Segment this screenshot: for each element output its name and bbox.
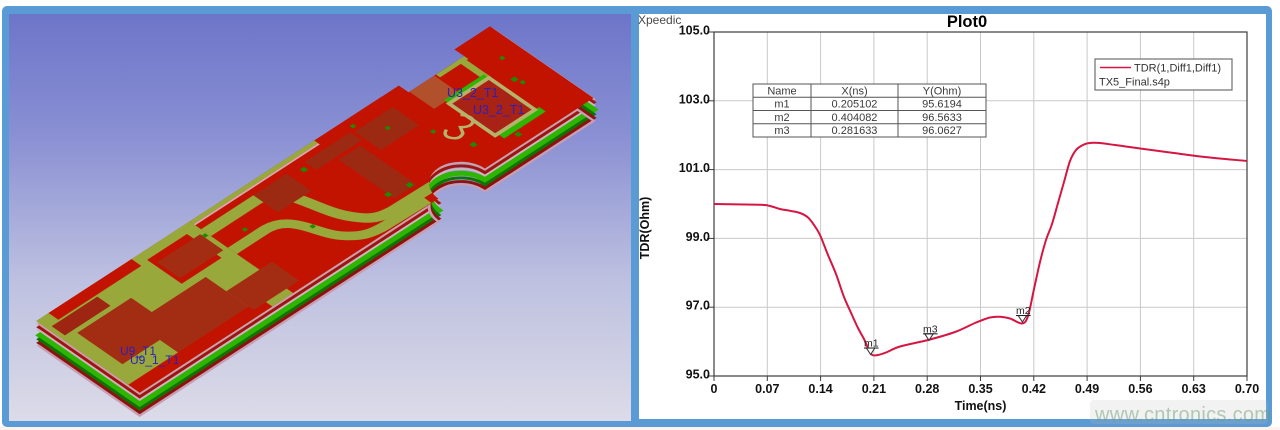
svg-text:0.07: 0.07	[755, 382, 779, 396]
svg-text:0.42: 0.42	[1022, 382, 1046, 396]
svg-text:0.70: 0.70	[1235, 382, 1259, 396]
svg-text:95.6194: 95.6194	[922, 99, 962, 111]
svg-text:Name: Name	[767, 85, 796, 97]
svg-text:0.35: 0.35	[968, 382, 992, 396]
svg-text:m1: m1	[774, 99, 789, 111]
svg-text:m1: m1	[864, 338, 879, 350]
svg-text:TDR(Ohm): TDR(Ohm)	[638, 197, 652, 260]
svg-text:96.5633: 96.5633	[922, 112, 962, 124]
svg-text:0.404082: 0.404082	[832, 112, 878, 124]
svg-text:m3: m3	[923, 323, 938, 335]
svg-text:101.0: 101.0	[679, 161, 710, 175]
svg-text:96.0627: 96.0627	[922, 125, 962, 137]
svg-text:0.28: 0.28	[915, 382, 939, 396]
svg-text:0.281633: 0.281633	[832, 125, 878, 137]
svg-text:95.0: 95.0	[686, 368, 710, 382]
svg-text:U3_2_T1: U3_2_T1	[473, 103, 524, 117]
svg-text:0.21: 0.21	[862, 382, 886, 396]
svg-text:TX5_Final.s4p: TX5_Final.s4p	[1099, 77, 1170, 89]
svg-text:0.49: 0.49	[1075, 382, 1099, 396]
svg-text:105.0: 105.0	[679, 24, 710, 38]
svg-text:103.0: 103.0	[679, 92, 710, 106]
svg-text:0.205102: 0.205102	[832, 99, 878, 111]
svg-text:0: 0	[711, 382, 718, 396]
svg-text:m2: m2	[1016, 305, 1031, 317]
svg-text:Y(Ohm): Y(Ohm)	[923, 85, 962, 97]
svg-text:99.0: 99.0	[686, 230, 710, 244]
svg-text:0.63: 0.63	[1182, 382, 1206, 396]
svg-text:Xpeedic: Xpeedic	[638, 13, 681, 27]
svg-text:U3_2_T1: U3_2_T1	[447, 86, 498, 100]
svg-text:Time(ns): Time(ns)	[955, 399, 1007, 413]
svg-text:X(ns): X(ns)	[841, 85, 867, 97]
svg-text:0.56: 0.56	[1128, 382, 1152, 396]
svg-text:m2: m2	[774, 112, 789, 124]
svg-text:Plot0: Plot0	[947, 13, 987, 31]
svg-text:TDR(1,Diff1,Diff1): TDR(1,Diff1,Diff1)	[1134, 63, 1221, 75]
svg-text:m3: m3	[774, 125, 789, 137]
svg-text:U9_1_T1: U9_1_T1	[130, 353, 180, 367]
svg-text:0.14: 0.14	[808, 382, 832, 396]
svg-text:U9_T1: U9_T1	[120, 344, 156, 358]
svg-text:97.0: 97.0	[686, 299, 710, 313]
